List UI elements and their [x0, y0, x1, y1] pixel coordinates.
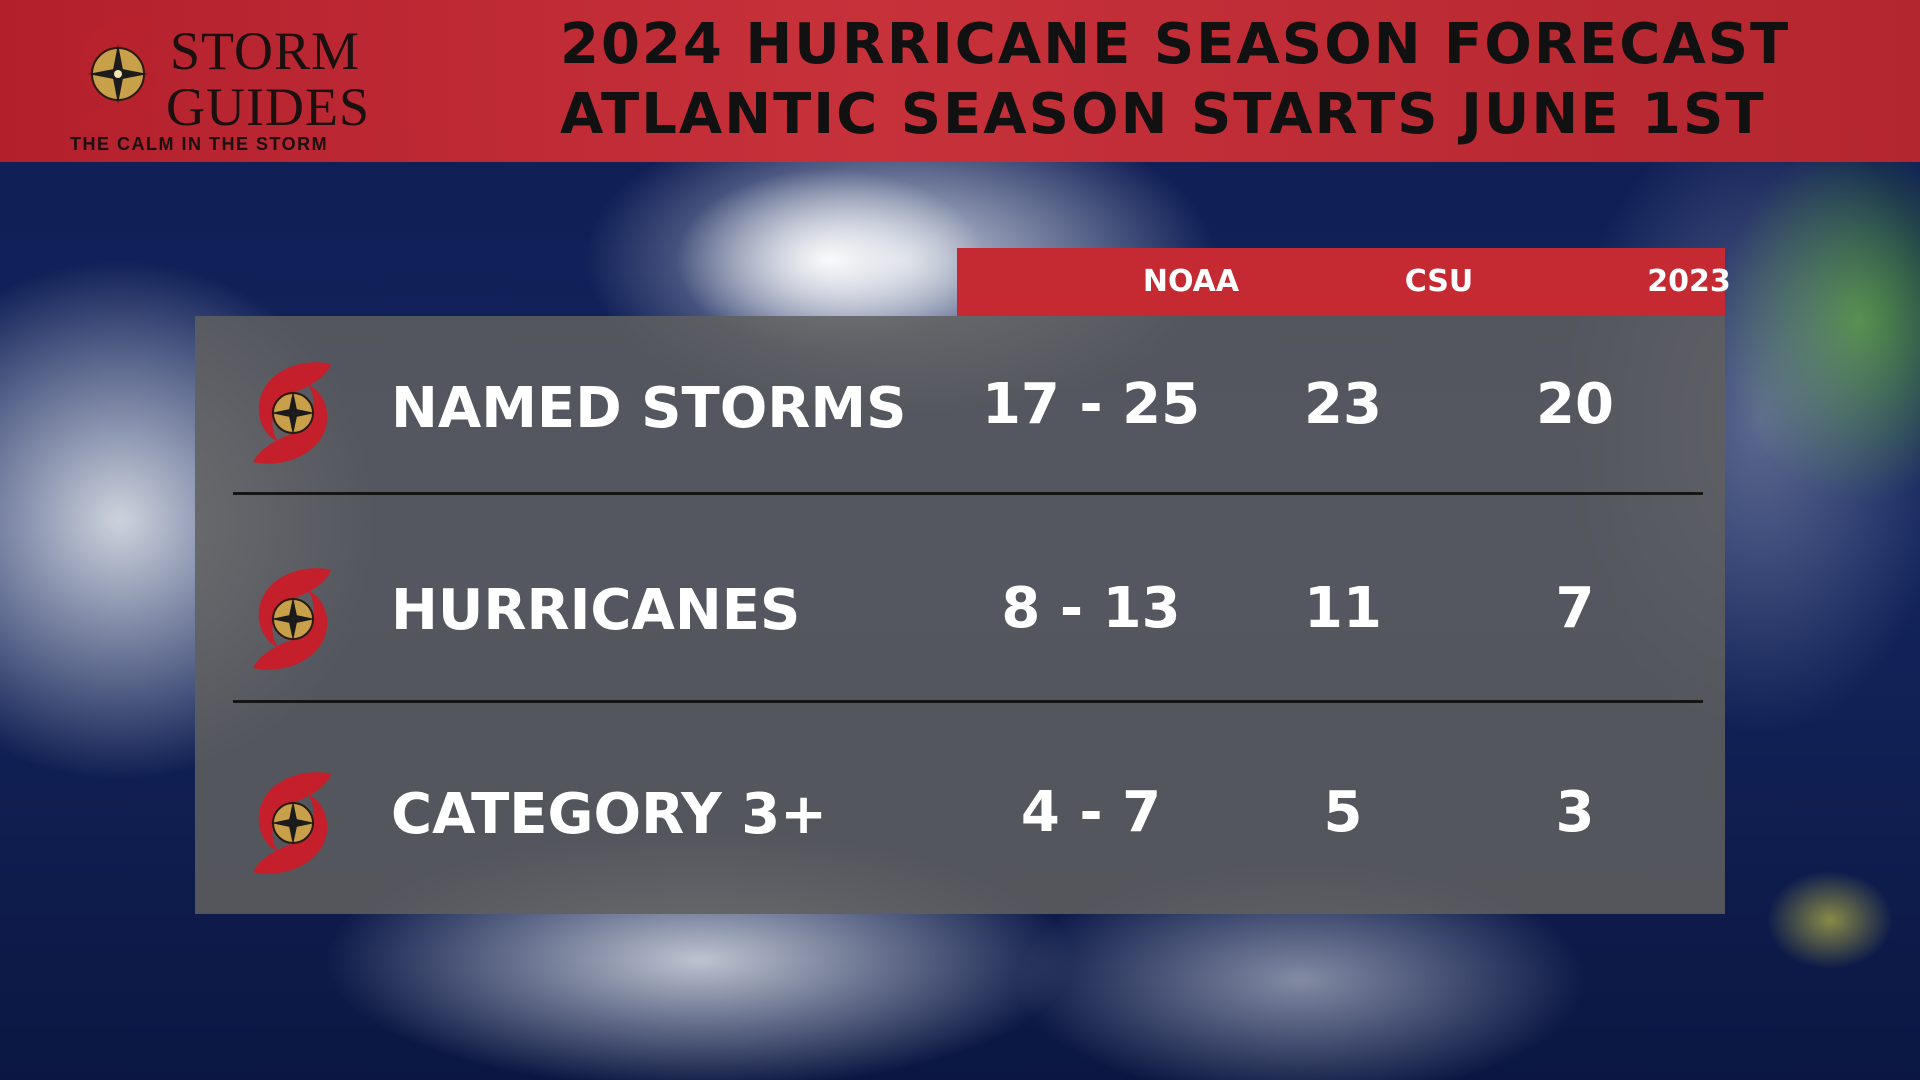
cell-category-3-plus-noaa: 4 - 7 [1020, 780, 1162, 845]
logo-tagline: THE CALM IN THE STORM [70, 134, 329, 154]
table-row-category-3-plus: CATEGORY 3+ 4 - 7 5 3 [195, 724, 1725, 924]
page-subtitle: ATLANTIC SEASON STARTS JUNE 1ST [560, 82, 1766, 147]
logo-word-guides: GUIDES [166, 77, 370, 137]
hurricane-icon [253, 772, 331, 874]
page-title: 2024 HURRICANE SEASON FORECAST [560, 12, 1791, 77]
column-header-csu: CSU [1404, 264, 1474, 299]
row-label-named-storms: NAMED STORMS [391, 376, 907, 441]
column-header-bar: NOAA CSU 2023 [957, 248, 1731, 316]
table-row-named-storms: NAMED STORMS 17 - 25 23 20 [195, 316, 1725, 516]
cell-hurricanes-noaa: 8 - 13 [1001, 576, 1181, 641]
cell-category-3-plus-2023: 3 [1555, 780, 1595, 845]
forecast-table: NAMED STORMS 17 - 25 23 20 HURRICANES 8 … [195, 316, 1725, 914]
hurricane-icon [253, 568, 331, 670]
cell-named-storms-noaa: 17 - 25 [981, 372, 1201, 437]
cell-named-storms-csu: 23 [1304, 372, 1382, 437]
logo-hurricane-icon [78, 16, 155, 131]
cell-category-3-plus-csu: 5 [1323, 780, 1363, 845]
hurricane-icon [253, 362, 331, 464]
cell-named-storms-2023: 20 [1536, 372, 1614, 437]
row-label-hurricanes: HURRICANES [391, 578, 801, 643]
row-label-category-3-plus: CATEGORY 3+ [391, 782, 828, 847]
header-banner: STORM GUIDES THE CALM IN THE STORM 2024 … [0, 0, 1920, 162]
cell-hurricanes-2023: 7 [1555, 576, 1595, 641]
column-header-noaa: NOAA [1142, 264, 1240, 299]
row-divider [233, 492, 1703, 495]
column-header-2023: 2023 [1647, 264, 1731, 299]
row-divider [233, 700, 1703, 703]
cell-hurricanes-csu: 11 [1304, 576, 1382, 641]
storm-guides-logo: STORM GUIDES THE CALM IN THE STORM [58, 10, 388, 155]
logo-word-storm: STORM [170, 21, 361, 81]
table-row-hurricanes: HURRICANES 8 - 13 11 7 [195, 520, 1725, 720]
